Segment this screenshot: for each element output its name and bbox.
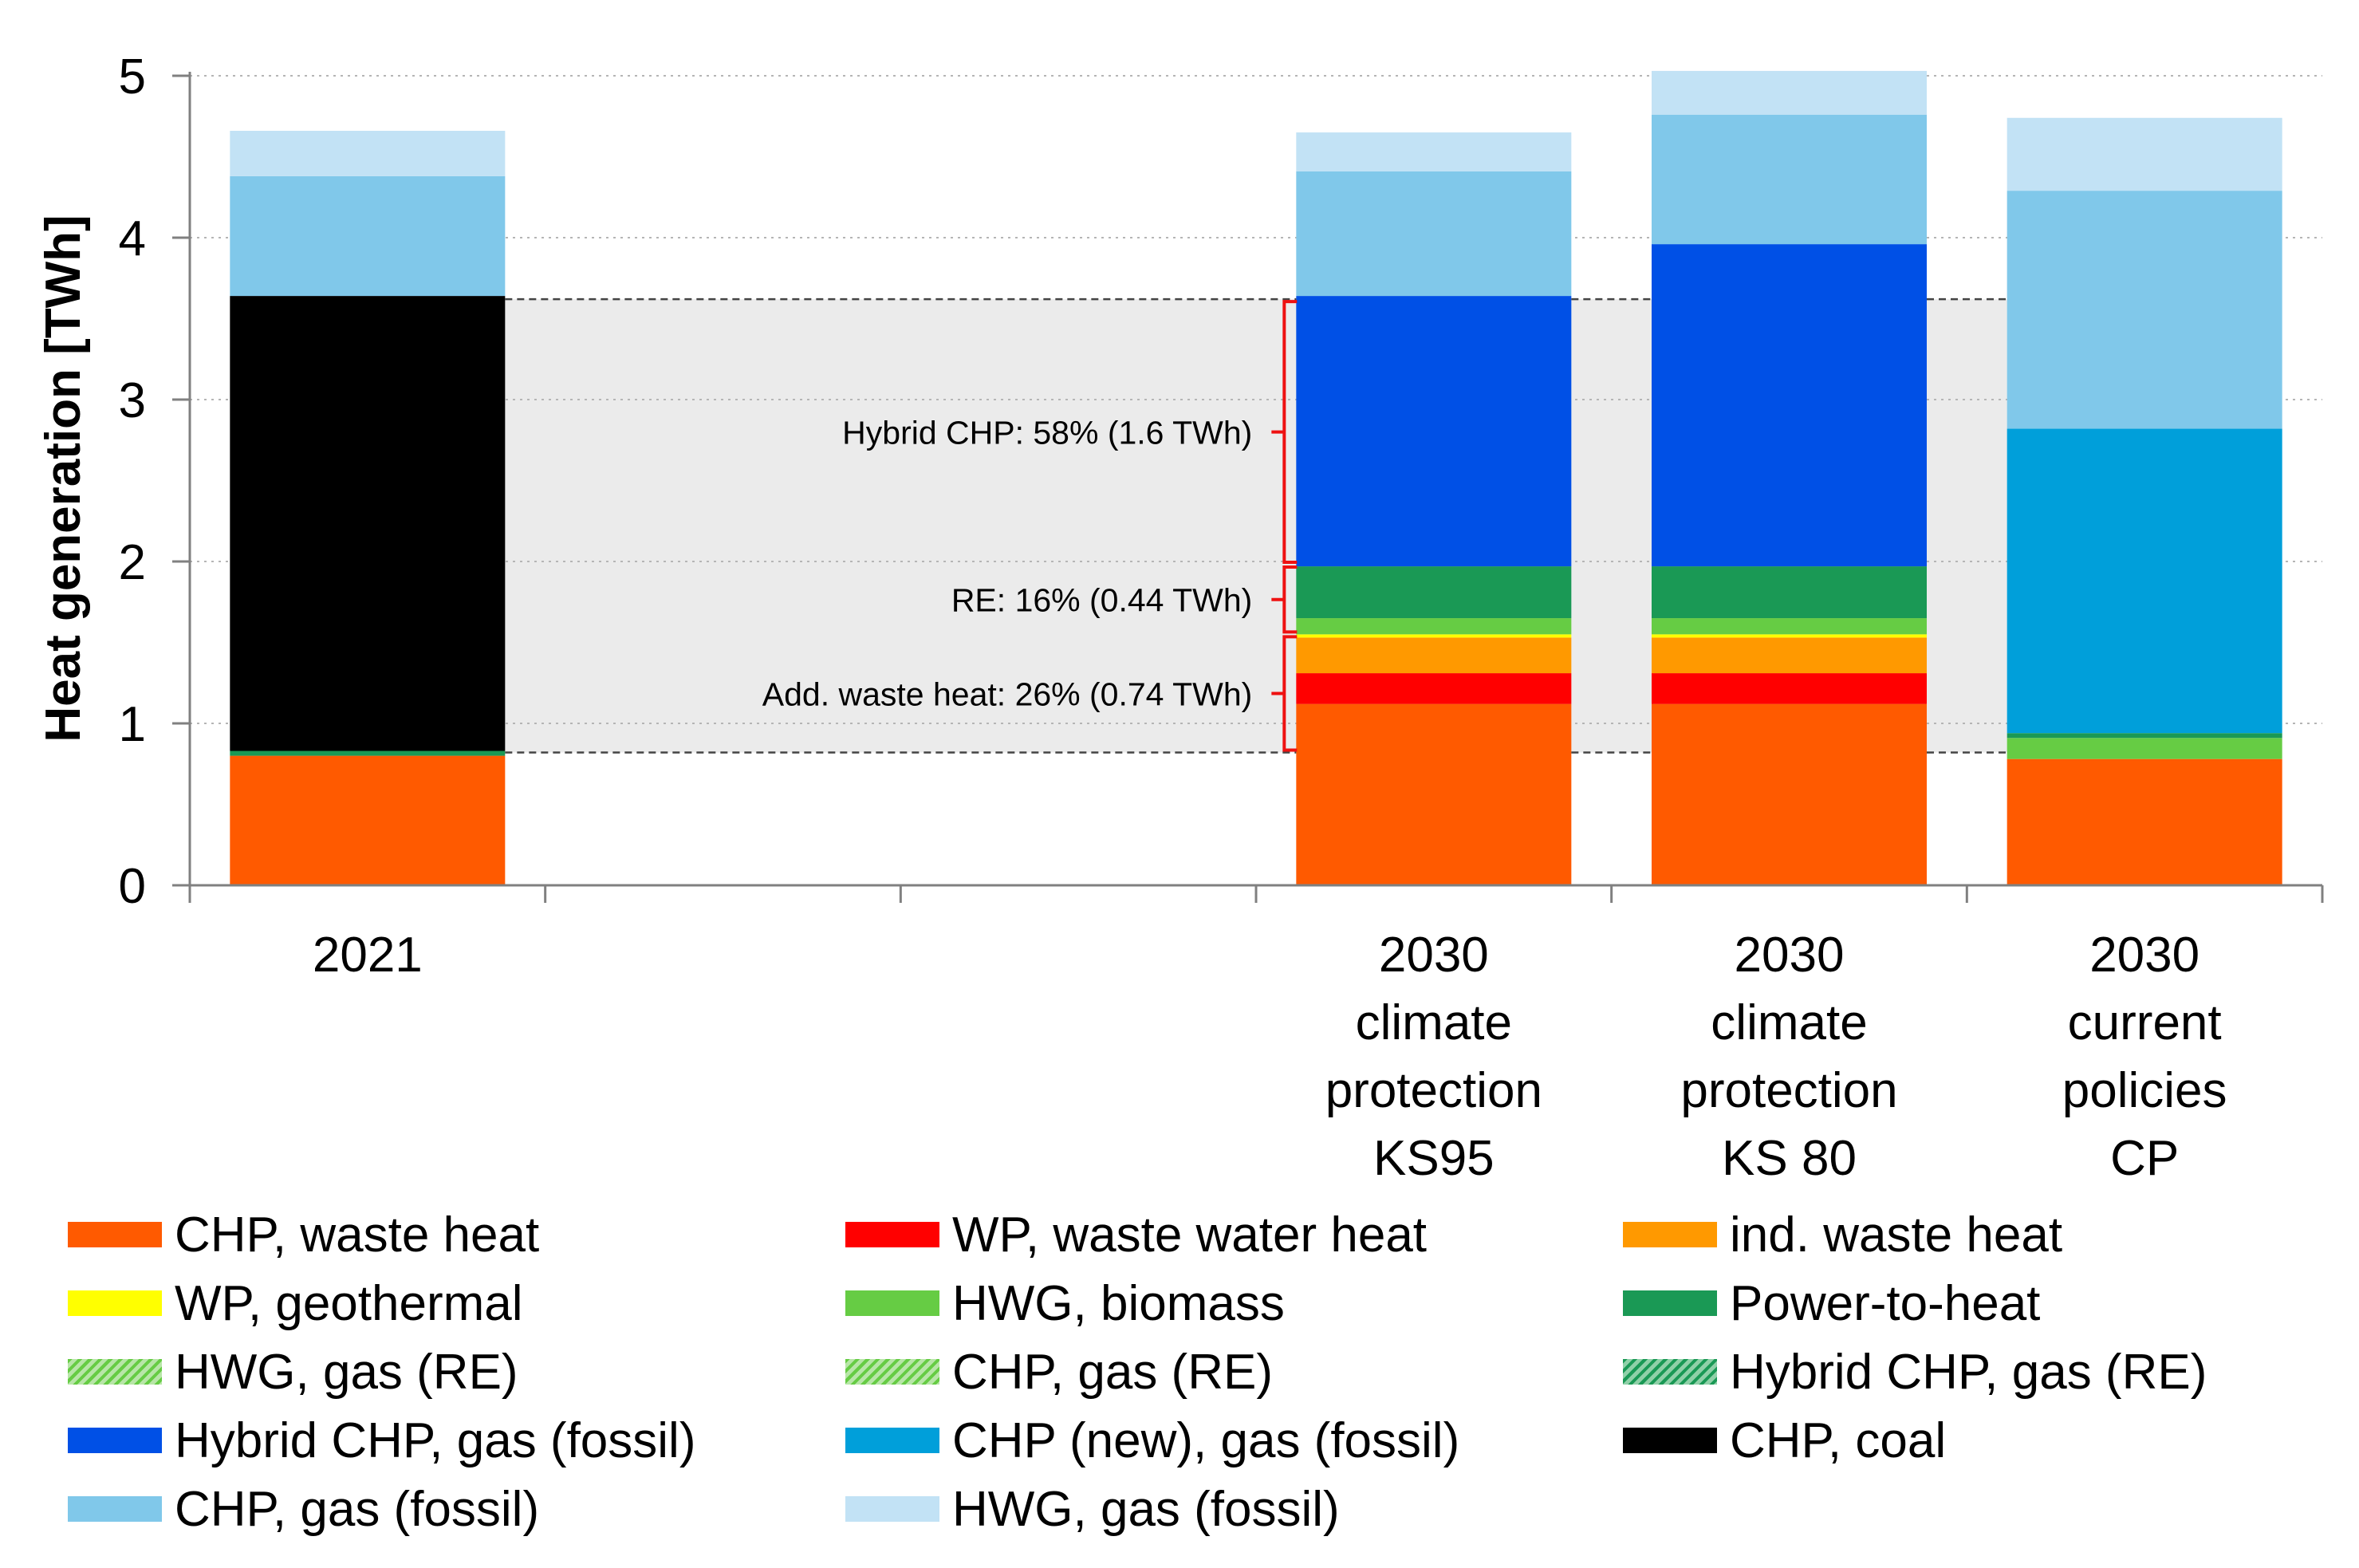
- bar-segment: [1296, 171, 1572, 297]
- bar-segment: [1296, 566, 1572, 619]
- legend-item: Hybrid CHP, gas (fossil): [68, 1406, 695, 1475]
- bar-segment: [1296, 673, 1572, 704]
- bar-segment: [1296, 634, 1572, 638]
- legend-item: WP, waste water heat: [845, 1200, 1427, 1269]
- x-tick-label: protection: [1680, 1063, 1897, 1118]
- bar-segment: [2007, 758, 2282, 885]
- legend-swatch: [1623, 1359, 1717, 1385]
- bar-segment: [1652, 673, 1927, 704]
- bar-segment: [1652, 618, 1927, 635]
- bar-segment: [1652, 70, 1927, 115]
- bar-segment: [230, 175, 506, 297]
- bar-segment: [2007, 738, 2282, 759]
- x-tick-label: KS 80: [1722, 1131, 1857, 1186]
- legend-swatch: [845, 1496, 939, 1522]
- bar-segment: [230, 131, 506, 176]
- bar-segment: [1652, 637, 1927, 674]
- bar-segment: [1296, 637, 1572, 674]
- bar-segment: [1652, 703, 1927, 885]
- y-tick-label: 4: [119, 211, 146, 266]
- y-tick-label: 0: [119, 859, 146, 914]
- legend-item: ind. waste heat: [1623, 1200, 2062, 1269]
- legend-item: CHP (new), gas (fossil): [845, 1406, 1459, 1475]
- bar-segment: [1652, 634, 1927, 638]
- legend-label: WP, waste water heat: [952, 1207, 1428, 1263]
- legend-swatch: [845, 1290, 939, 1316]
- legend-item: HWG, biomass: [845, 1269, 1285, 1338]
- legend-swatch: [1623, 1290, 1717, 1316]
- legend-swatch: [1623, 1222, 1717, 1247]
- bar-segment: [230, 296, 506, 751]
- legend-label: HWG, biomass: [952, 1275, 1285, 1331]
- legend-swatch: [68, 1290, 162, 1316]
- annotation-label: Hybrid CHP: 58% (1.6 TWh): [842, 415, 1252, 451]
- x-tick-label: policies: [2062, 1063, 2227, 1118]
- legend-label: CHP, gas (RE): [952, 1344, 1273, 1400]
- bar-segment: [1652, 114, 1927, 245]
- legend-label: Power-to-heat: [1730, 1275, 2041, 1331]
- legend-item: HWG, gas (RE): [68, 1338, 518, 1406]
- legend-item: Hybrid CHP, gas (RE): [1623, 1338, 2207, 1406]
- legend-item: CHP, waste heat: [68, 1200, 539, 1269]
- legend-label: CHP, waste heat: [175, 1207, 540, 1263]
- bar-segment: [2007, 117, 2282, 191]
- y-axis-label: Heat generation [TWh]: [36, 215, 91, 742]
- bar-segment: [1296, 132, 1572, 171]
- annotation-bracket: [1271, 300, 1298, 565]
- legend-item: CHP, coal: [1623, 1406, 1946, 1475]
- legend-label: CHP (new), gas (fossil): [952, 1412, 1460, 1468]
- x-tick-label: protection: [1325, 1063, 1542, 1118]
- bar-segment: [230, 755, 506, 885]
- legend-item: WP, geothermal: [68, 1269, 523, 1338]
- legend-swatch: [68, 1222, 162, 1247]
- bar-segment: [230, 751, 506, 756]
- legend-label: HWG, gas (fossil): [952, 1481, 1340, 1537]
- x-tick-label: 2030: [2089, 928, 2200, 983]
- legend-label: ind. waste heat: [1730, 1207, 2063, 1263]
- legend-item: CHP, gas (RE): [845, 1338, 1273, 1406]
- annotation-label: Add. waste heat: 26% (0.74 TWh): [762, 676, 1253, 712]
- bar-segment: [2007, 733, 2282, 739]
- x-tick-label: climate: [1356, 995, 1512, 1050]
- bar-segment: [1296, 618, 1572, 635]
- annotation-bracket: [1271, 565, 1298, 634]
- bar-segment: [1652, 244, 1927, 567]
- legend-label: CHP, coal: [1730, 1412, 1947, 1468]
- legend-swatch: [845, 1359, 939, 1385]
- bar-segment: [1296, 703, 1572, 885]
- legend-item: Power-to-heat: [1623, 1269, 2040, 1338]
- x-tick-label: climate: [1711, 995, 1867, 1050]
- y-tick-label: 1: [119, 697, 146, 752]
- y-tick-label: 5: [119, 49, 146, 104]
- legend-label: Hybrid CHP, gas (RE): [1730, 1344, 2207, 1400]
- legend-swatch: [68, 1359, 162, 1385]
- legend-item: CHP, gas (fossil): [68, 1475, 539, 1543]
- x-tick-label: current: [2068, 995, 2222, 1050]
- annotation-bracket: [1271, 635, 1298, 752]
- legend-label: WP, geothermal: [175, 1275, 523, 1331]
- legend-item: HWG, gas (fossil): [845, 1475, 1340, 1543]
- y-tick-label: 2: [119, 535, 146, 590]
- x-tick-label: 2030: [1735, 928, 1845, 983]
- bar-segment: [1296, 296, 1572, 567]
- legend-swatch: [1623, 1428, 1717, 1453]
- legend-label: Hybrid CHP, gas (fossil): [175, 1412, 696, 1468]
- legend-swatch: [845, 1222, 939, 1247]
- bar-segment: [2007, 191, 2282, 429]
- stacked-bar-chart: 0 1 2 3 4 5 2021 2030 climate protection KS95 2030 c…: [36, 49, 2324, 1186]
- legend-swatch: [68, 1496, 162, 1522]
- x-tick-label: KS95: [1373, 1131, 1495, 1186]
- y-tick-label: 3: [119, 373, 146, 428]
- legend-swatch: [845, 1428, 939, 1453]
- x-tick-label: 2030: [1379, 928, 1489, 983]
- x-tick-label: 2021: [313, 928, 423, 983]
- annotation-label: RE: 16% (0.44 TWh): [951, 582, 1253, 619]
- x-tick-label: CP: [2110, 1131, 2179, 1186]
- bar-segment: [1652, 566, 1927, 619]
- legend-label: CHP, gas (fossil): [175, 1481, 540, 1537]
- legend-swatch: [68, 1428, 162, 1453]
- bar-segment: [2007, 428, 2282, 734]
- legend-label: HWG, gas (RE): [175, 1344, 518, 1400]
